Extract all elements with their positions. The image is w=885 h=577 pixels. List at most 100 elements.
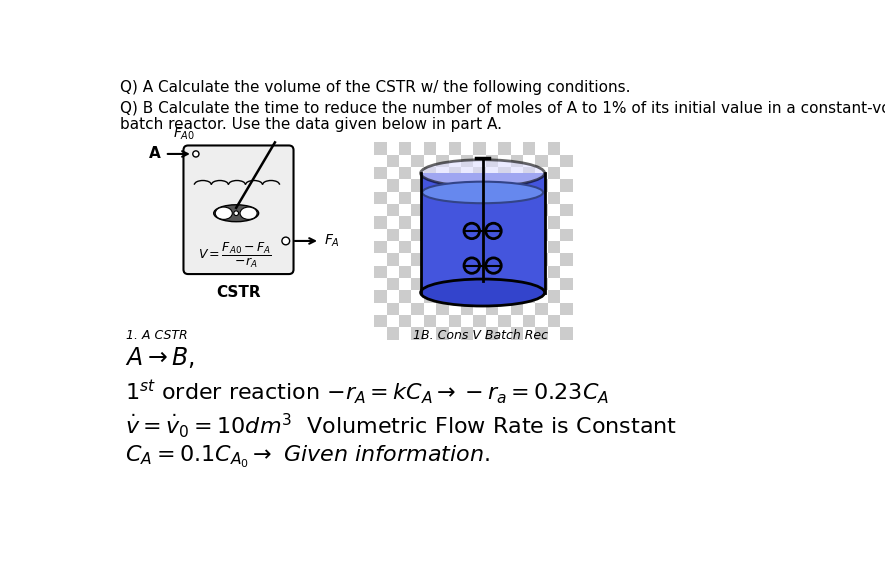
- Ellipse shape: [420, 160, 544, 187]
- Bar: [424, 192, 436, 204]
- Ellipse shape: [213, 205, 258, 222]
- Bar: [523, 290, 535, 302]
- Bar: [436, 278, 449, 290]
- Bar: [473, 192, 486, 204]
- Bar: [473, 265, 486, 278]
- Bar: [412, 179, 424, 192]
- Bar: [374, 315, 387, 327]
- Bar: [498, 241, 511, 253]
- Ellipse shape: [215, 207, 232, 219]
- Bar: [424, 143, 436, 155]
- Bar: [498, 315, 511, 327]
- Text: batch reactor. Use the data given below in part A.: batch reactor. Use the data given below …: [120, 117, 502, 132]
- Bar: [387, 327, 399, 339]
- Bar: [399, 216, 412, 228]
- Circle shape: [193, 151, 199, 157]
- Bar: [511, 204, 523, 216]
- Bar: [548, 167, 560, 179]
- Bar: [420, 173, 544, 293]
- Bar: [535, 327, 548, 339]
- Bar: [424, 315, 436, 327]
- Bar: [486, 327, 498, 339]
- Text: CSTR: CSTR: [216, 285, 261, 300]
- Bar: [449, 143, 461, 155]
- Bar: [548, 143, 560, 155]
- Bar: [387, 302, 399, 315]
- Bar: [535, 253, 548, 265]
- Text: 1. A CSTR: 1. A CSTR: [127, 329, 188, 342]
- Bar: [449, 167, 461, 179]
- Bar: [560, 228, 573, 241]
- Bar: [399, 290, 412, 302]
- Bar: [387, 228, 399, 241]
- Bar: [535, 302, 548, 315]
- Bar: [399, 315, 412, 327]
- Bar: [424, 241, 436, 253]
- Bar: [523, 216, 535, 228]
- Bar: [412, 253, 424, 265]
- Bar: [461, 302, 473, 315]
- Circle shape: [234, 211, 238, 216]
- Bar: [535, 204, 548, 216]
- Bar: [436, 253, 449, 265]
- Text: $F_{A0}$: $F_{A0}$: [173, 126, 196, 143]
- Bar: [486, 253, 498, 265]
- Bar: [374, 167, 387, 179]
- Bar: [399, 143, 412, 155]
- Bar: [387, 253, 399, 265]
- Bar: [523, 265, 535, 278]
- Bar: [511, 253, 523, 265]
- Bar: [486, 228, 498, 241]
- Bar: [523, 143, 535, 155]
- Circle shape: [486, 223, 501, 239]
- Bar: [511, 327, 523, 339]
- Bar: [436, 228, 449, 241]
- Bar: [374, 216, 387, 228]
- Bar: [560, 253, 573, 265]
- Bar: [412, 204, 424, 216]
- Bar: [511, 155, 523, 167]
- Bar: [449, 265, 461, 278]
- Bar: [461, 327, 473, 339]
- Bar: [523, 241, 535, 253]
- Bar: [387, 155, 399, 167]
- Bar: [399, 167, 412, 179]
- Bar: [412, 228, 424, 241]
- Bar: [473, 216, 486, 228]
- Bar: [560, 302, 573, 315]
- Bar: [449, 241, 461, 253]
- Bar: [436, 179, 449, 192]
- Circle shape: [282, 237, 289, 245]
- Bar: [412, 302, 424, 315]
- Circle shape: [464, 258, 480, 273]
- Bar: [424, 290, 436, 302]
- Text: Q) A Calculate the volume of the CSTR w/ the following conditions.: Q) A Calculate the volume of the CSTR w/…: [120, 80, 630, 95]
- Bar: [548, 290, 560, 302]
- Bar: [374, 192, 387, 204]
- Text: $\dot{v} = \dot{v}_0 = 10dm^3$  Volumetric Flow Rate is Constant: $\dot{v} = \dot{v}_0 = 10dm^3$ Volumetri…: [125, 411, 677, 440]
- Bar: [374, 265, 387, 278]
- Bar: [461, 228, 473, 241]
- Bar: [511, 228, 523, 241]
- Bar: [498, 216, 511, 228]
- Bar: [511, 179, 523, 192]
- Bar: [511, 302, 523, 315]
- Bar: [560, 327, 573, 339]
- Bar: [374, 290, 387, 302]
- Bar: [387, 204, 399, 216]
- Bar: [498, 290, 511, 302]
- Text: $1^{st}$ order reaction $-r_A = kC_A \rightarrow -r_a = 0.23C_A$: $1^{st}$ order reaction $-r_A = kC_A \ri…: [125, 378, 609, 407]
- Bar: [486, 278, 498, 290]
- Bar: [473, 143, 486, 155]
- Bar: [461, 204, 473, 216]
- Text: Q) B Calculate the time to reduce the number of moles of A to 1% of its initial : Q) B Calculate the time to reduce the nu…: [120, 100, 885, 115]
- Bar: [461, 278, 473, 290]
- Bar: [461, 179, 473, 192]
- Bar: [560, 179, 573, 192]
- Bar: [560, 278, 573, 290]
- Bar: [486, 204, 498, 216]
- Bar: [560, 204, 573, 216]
- Ellipse shape: [420, 279, 544, 306]
- Text: $C_A = 0.1C_{A_0} \rightarrow$ $\it{Given\ information.}$: $C_A = 0.1C_{A_0} \rightarrow$ $\it{Give…: [125, 444, 489, 470]
- Bar: [449, 315, 461, 327]
